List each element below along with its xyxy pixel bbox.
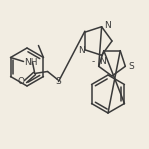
Text: N: N [99,57,106,66]
Text: S: S [128,62,134,71]
Text: -: - [92,57,95,66]
Text: O: O [17,77,24,86]
Text: NH: NH [25,58,38,67]
Text: N: N [79,46,85,55]
Text: N: N [104,21,110,30]
Text: S: S [56,77,61,86]
